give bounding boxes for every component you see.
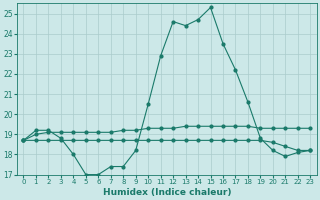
X-axis label: Humidex (Indice chaleur): Humidex (Indice chaleur) [103, 188, 231, 197]
